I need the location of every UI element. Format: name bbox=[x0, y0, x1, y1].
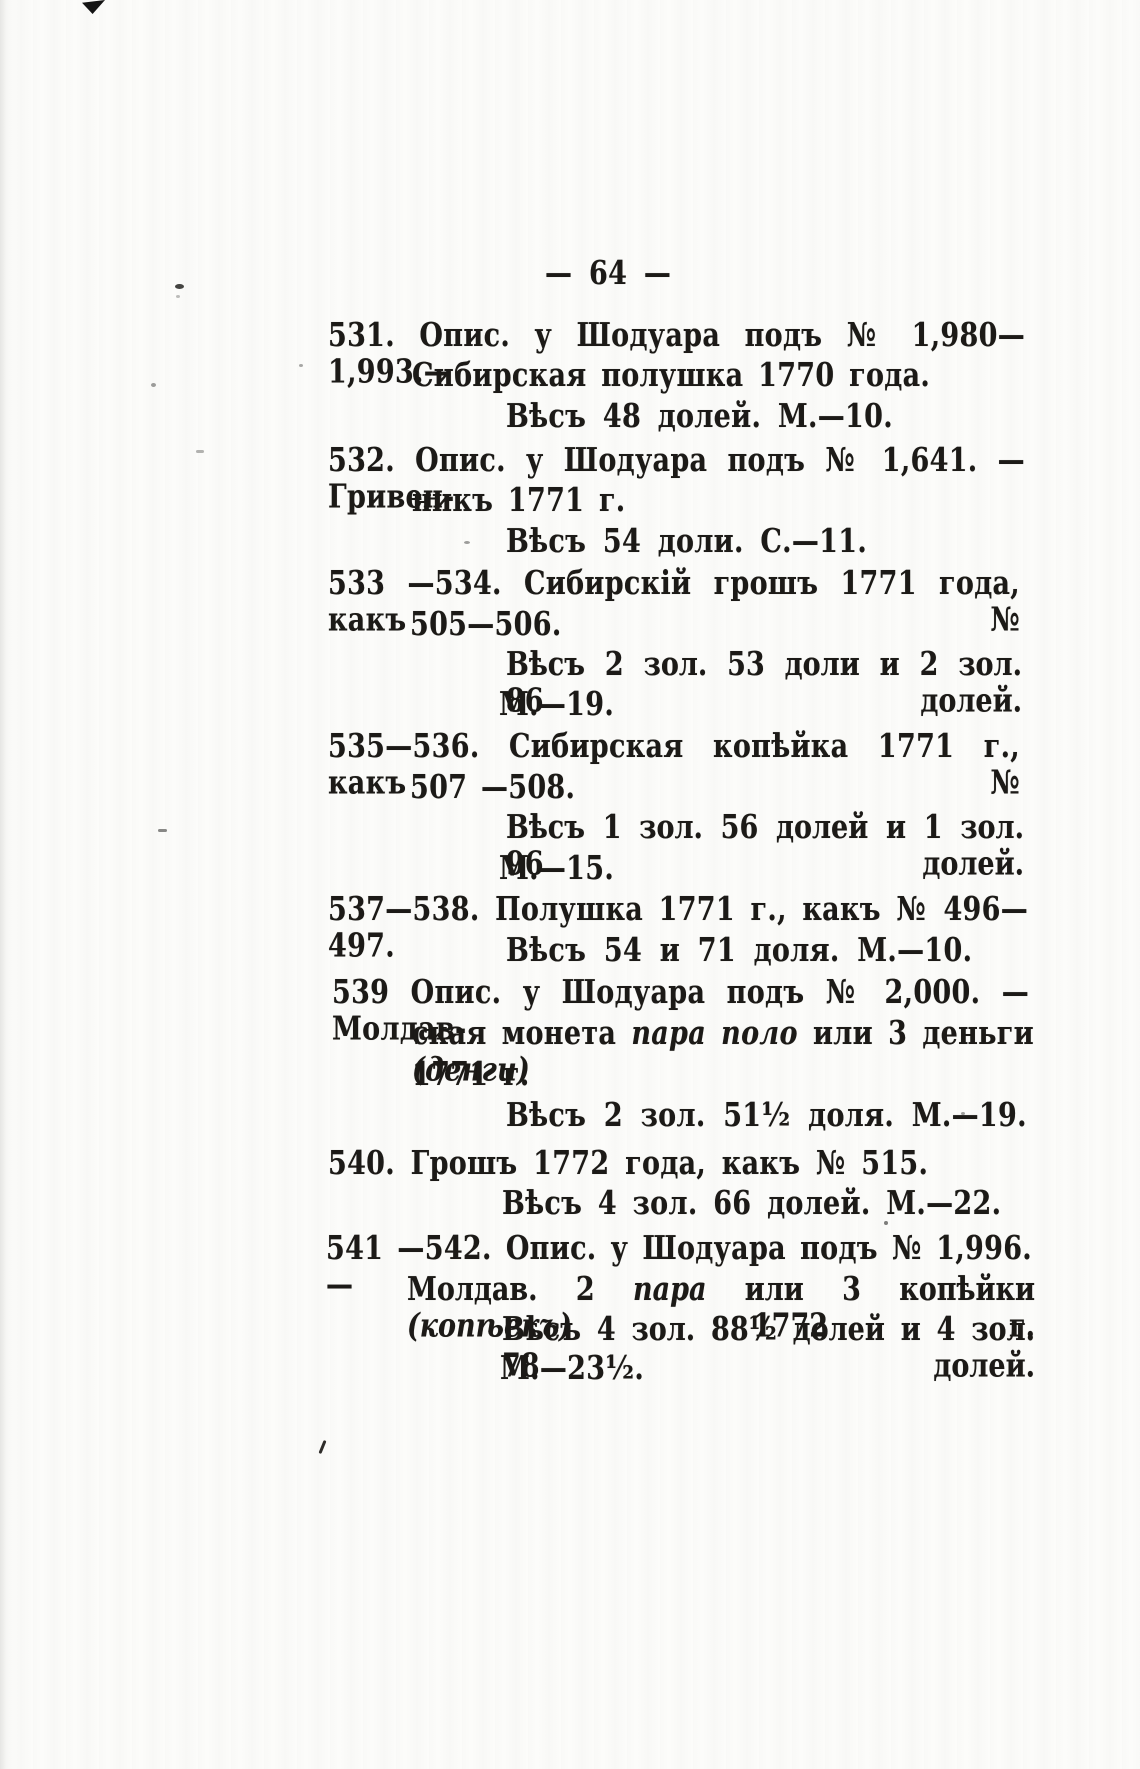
scan-speck bbox=[464, 541, 470, 544]
entry-533-534-price-line: М.—19. bbox=[499, 685, 615, 724]
entry-540-line-1: 540. Грошъ 1772 года, какъ № 515. bbox=[328, 1144, 929, 1183]
entry-541-542-line-1: 541 —542. Опис. у Шодуара подъ № 1,996.— bbox=[326, 1229, 1032, 1305]
entry-535-536-line-1: 535—536. Сибирская копѣйка 1771 г., какъ… bbox=[328, 727, 1020, 803]
entry-533-534-line-2: 505—506. bbox=[410, 605, 562, 644]
scan-artifact-tick bbox=[318, 1439, 327, 1455]
entry-535-536-weight-line: Вѣсъ 1 зол. 56 долей и 1 зол. 96 долей. bbox=[506, 808, 1024, 884]
entry-535-536-price-line: М.—15. bbox=[499, 849, 615, 888]
entry-532-line-2: никъ 1771 г. bbox=[412, 481, 626, 520]
entry-531-line-2: Сибирская полушка 1770 года. bbox=[412, 356, 931, 395]
scan-speck bbox=[175, 284, 184, 289]
entry-541-542-weight-line: Вѣсъ 4 зол. 88¹⁄₂ долей и 4 зол. 78 доле… bbox=[502, 1310, 1035, 1386]
scan-speck bbox=[884, 1221, 888, 1225]
entry-533-534-line-1: 533 —534. Сибирскій грошъ 1771 года, как… bbox=[328, 564, 1020, 640]
entry-537-538-weight-line: Вѣсъ 54 и 71 доля. М.—10. bbox=[506, 931, 973, 970]
entry-532-weight-line: Вѣсъ 54 доли. С.—11. bbox=[506, 522, 868, 561]
scan-speck bbox=[961, 1112, 965, 1115]
entry-541-542-price-line: М.—23¹⁄₂. bbox=[500, 1349, 645, 1388]
entry-539-line-1: 539 Опис. у Шодуара подъ № 2,000. — Молд… bbox=[332, 973, 1029, 1049]
entry-541-542-line-2: Молдав. 2 пара или 3 копѣйки (копѣекъ) 1… bbox=[407, 1270, 1035, 1346]
page-number: — 64 — bbox=[545, 254, 672, 293]
entry-535-536-line-2: 507 —508. bbox=[410, 768, 576, 807]
scan-speck bbox=[196, 450, 204, 453]
entry-531-line-1: 531. Опис. у Шодуара подъ № 1,980—1,993.… bbox=[328, 316, 1025, 392]
entry-533-534-weight-line: Вѣсъ 2 зол. 53 доли и 2 зол. 86 долей. bbox=[506, 645, 1022, 721]
entry-532-line-1: 532. Опис. у Шодуара подъ № 1,641. — Гри… bbox=[328, 441, 1025, 517]
scan-speck bbox=[151, 383, 156, 387]
scan-speck bbox=[299, 364, 303, 367]
entry-540-weight-line: Вѣсъ 4 зол. 66 долей. М.—22. bbox=[502, 1184, 1002, 1223]
entry-539-line-3: 1771 г. bbox=[412, 1055, 530, 1094]
entry-531-weight-line: Вѣсъ 48 долей. М.—10. bbox=[506, 397, 893, 436]
entry-539-line-2: ская монета пара поло или 3 деньги (денг… bbox=[412, 1014, 1034, 1090]
entry-539-weight-line: Вѣсъ 2 зол. 51¹⁄₂ доля. М.—19. bbox=[506, 1096, 1027, 1135]
scan-speck bbox=[158, 829, 167, 832]
entry-537-538-line-1: 537—538. Полушка 1771 г., какъ № 496—497… bbox=[328, 890, 1028, 966]
scan-artifact-triangle bbox=[82, 0, 105, 14]
scan-speck bbox=[176, 295, 180, 298]
scan-edge-shadow bbox=[0, 0, 14, 1769]
